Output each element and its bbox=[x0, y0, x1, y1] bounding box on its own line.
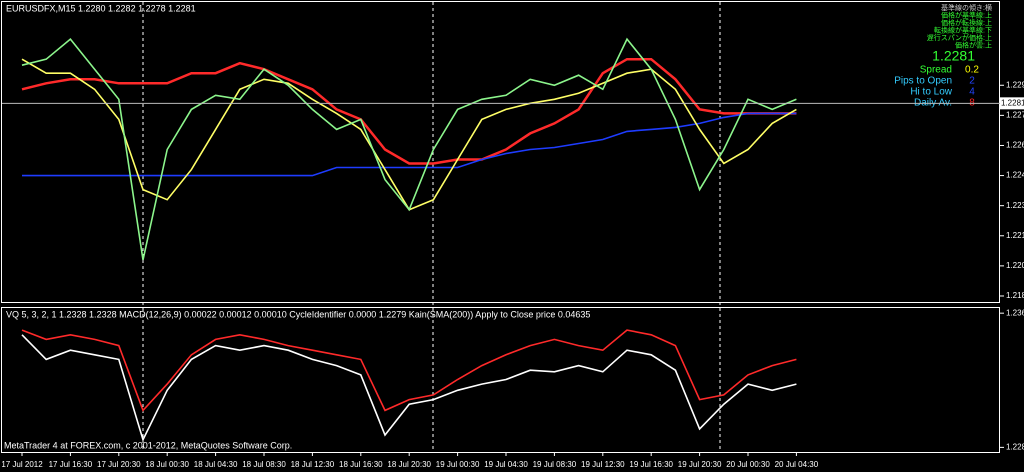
x-tick-label: 18 Jul 20:30 bbox=[387, 460, 431, 469]
x-tick-label: 18 Jul 00:30 bbox=[145, 460, 189, 469]
x-tick-label: 19 Jul 04:30 bbox=[484, 460, 528, 469]
y-tick-label: 1.2275 bbox=[1006, 110, 1024, 119]
y-tick-label: 1.2369 bbox=[1006, 308, 1024, 317]
price-label: 1.2281 bbox=[1001, 98, 1024, 107]
x-tick-label: 17 Jul 16:30 bbox=[49, 460, 93, 469]
series-line bbox=[21, 334, 797, 442]
y-tick-label: 1.2185 bbox=[1006, 291, 1024, 300]
price-box bbox=[1000, 97, 1024, 110]
x-tick-label: 18 Jul 12:30 bbox=[291, 460, 335, 469]
x-tick-label: 19 Jul 16:30 bbox=[629, 460, 673, 469]
sub-title: VQ 5, 3, 2, 1 1.2328 1.2328 MACD(12,26,9… bbox=[6, 309, 590, 319]
x-tick-label: 19 Jul 00:30 bbox=[436, 460, 480, 469]
main-panel bbox=[1, 1, 1000, 303]
x-tick-label: 18 Jul 08:30 bbox=[242, 460, 286, 469]
x-tick-label: 17 Jul 2012 bbox=[1, 460, 43, 469]
x-tick-label: 20 Jul 00:30 bbox=[726, 460, 770, 469]
main-title: EURUSDFX,M15 1.2280 1.2282 1.2278 1.2281 bbox=[6, 3, 196, 13]
info-price: 1.2281 bbox=[932, 48, 975, 64]
y-tick-label: 1.2200 bbox=[1006, 261, 1024, 270]
x-tick-label: 19 Jul 20:30 bbox=[678, 460, 722, 469]
stat-value: 0.2 bbox=[965, 65, 979, 76]
y-tick-label: 1.2260 bbox=[1006, 141, 1024, 150]
x-tick-label: 17 Jul 20:30 bbox=[97, 460, 141, 469]
info-line: 基準線の傾き:横 bbox=[941, 3, 992, 12]
x-tick-label: 19 Jul 12:30 bbox=[581, 460, 625, 469]
y-tick-label: 1.2215 bbox=[1006, 231, 1024, 240]
series-line bbox=[21, 37, 797, 261]
stat-value: 2 bbox=[969, 76, 975, 87]
y-tick-label: 1.2282 bbox=[1006, 442, 1024, 451]
footer: MetaTrader 4 at FOREX.com, c 2001-2012, … bbox=[4, 440, 292, 450]
y-tick-label: 1.2245 bbox=[1006, 171, 1024, 180]
info-line: 価格が転換線:上 bbox=[941, 18, 992, 27]
stat-label: Hi to Low bbox=[910, 87, 952, 98]
x-tick-label: 19 Jul 08:30 bbox=[533, 460, 577, 469]
info-line: 遅行スパンが価格:上 bbox=[927, 33, 992, 42]
y-tick-label: 1.2230 bbox=[1006, 201, 1024, 210]
info-line: 転換線が基準線:下 bbox=[934, 25, 992, 34]
x-tick-label: 18 Jul 04:30 bbox=[194, 460, 238, 469]
y-tick-label: 1.2290 bbox=[1006, 80, 1024, 89]
stat-value: 4 bbox=[969, 87, 975, 98]
series-line bbox=[21, 57, 797, 165]
x-tick-label: 20 Jul 04:30 bbox=[775, 460, 819, 469]
sub-panel bbox=[1, 307, 1000, 453]
x-tick-label: 18 Jul 16:30 bbox=[339, 460, 383, 469]
series-line bbox=[21, 329, 797, 412]
info-line: 価格が雲:上 bbox=[955, 40, 992, 49]
info-line: 価格が基準線:上 bbox=[941, 10, 992, 19]
stat-label: Pips to Open bbox=[894, 76, 952, 87]
series-line bbox=[22, 112, 797, 177]
stat-label: Spread bbox=[920, 65, 952, 76]
